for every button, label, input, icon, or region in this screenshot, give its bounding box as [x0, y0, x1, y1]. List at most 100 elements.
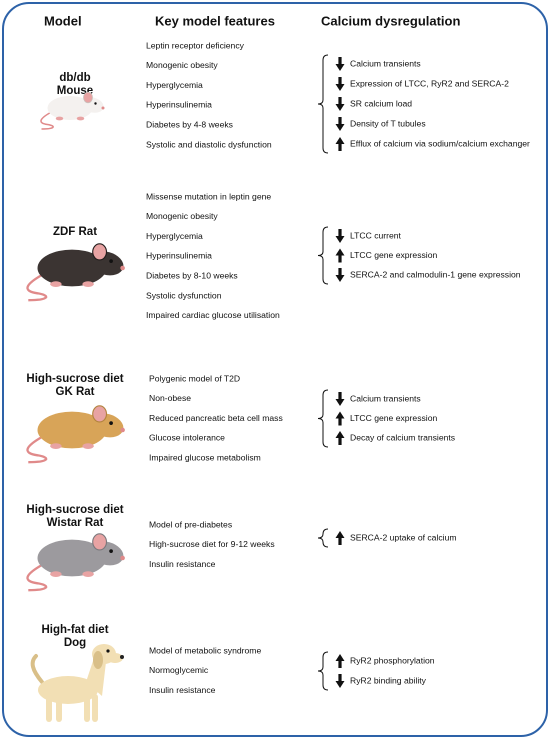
- calcium-change: Efflux of calcium via sodium/calcium exc…: [350, 138, 530, 148]
- animal-tail: [26, 563, 48, 592]
- brace: [317, 54, 329, 154]
- feature: Reduced pancreatic beta cell mass: [149, 413, 283, 423]
- animal-ear: [92, 405, 108, 423]
- feature: Polygenic model of T2D: [149, 373, 240, 383]
- feature: Hyperinsulinemia: [146, 251, 212, 261]
- calcium-change: RyR2 phosphorylation: [350, 655, 435, 665]
- animal-tail: [26, 273, 48, 302]
- animal-tail: [30, 654, 44, 684]
- feature: Missense mutation in leptin gene: [146, 191, 271, 201]
- brace: [317, 389, 329, 448]
- calcium-change: LTCC gene expression: [350, 413, 437, 423]
- calcium-change: SR calcium load: [350, 98, 412, 108]
- calcium-change: Calcium transients: [350, 393, 421, 403]
- animal-foot: [55, 116, 64, 121]
- arrow: [335, 268, 345, 282]
- animal-ear: [83, 91, 93, 104]
- arrow: [335, 654, 345, 668]
- animal-foot: [82, 571, 94, 577]
- feature: High-sucrose diet for 9-12 weeks: [149, 539, 275, 549]
- animal-nose: [120, 427, 125, 433]
- model-name: Mouse: [57, 85, 93, 97]
- animal-foot: [50, 281, 62, 287]
- header-calcium: Calcium dysregulation: [321, 13, 460, 28]
- animal-neck: [86, 658, 106, 696]
- animal-eye: [94, 102, 97, 105]
- arrow: [335, 674, 345, 688]
- calcium-change: LTCC current: [350, 230, 402, 240]
- animal-eye: [106, 649, 110, 653]
- arrow: [335, 431, 345, 445]
- feature: Insulin resistance: [149, 685, 216, 695]
- animal: [26, 243, 125, 302]
- feature: Impaired glucose metabolism: [149, 452, 261, 462]
- animal-foot: [76, 116, 85, 121]
- calcium-change: SERCA-2 uptake of calcium: [350, 532, 457, 542]
- feature: Normoglycemic: [149, 665, 209, 675]
- animal-eye: [109, 549, 113, 553]
- animal: [40, 91, 105, 130]
- animal-eye: [109, 421, 113, 425]
- animal-body: [37, 539, 107, 577]
- animal-nose: [120, 265, 125, 271]
- brace: [317, 651, 329, 691]
- brace: [317, 226, 329, 285]
- feature: Diabetes by 4-8 weeks: [146, 119, 233, 129]
- feature: Systolic and diastolic dysfunction: [146, 139, 272, 149]
- animal-snout: [107, 653, 123, 663]
- animal-foot: [82, 281, 94, 287]
- animal-body: [37, 249, 107, 287]
- feature: Leptin receptor deficiency: [146, 40, 245, 50]
- model-name: Dog: [64, 637, 86, 649]
- animal-tail: [26, 435, 48, 464]
- feature: Non-obese: [149, 393, 191, 403]
- calcium-change: LTCC gene expression: [350, 250, 437, 260]
- calcium-change: Density of T tubules: [350, 118, 426, 128]
- animal-nose: [120, 555, 125, 561]
- feature: Glucose intolerance: [149, 433, 225, 443]
- header-features: Key model features: [155, 13, 275, 28]
- animal-tail: [40, 111, 54, 130]
- feature: Hyperglycemia: [146, 80, 203, 90]
- feature: Hyperinsulinemia: [146, 100, 212, 110]
- arrow: [335, 531, 345, 545]
- arrow: [335, 411, 345, 426]
- feature: Systolic dysfunction: [146, 290, 222, 300]
- feature: Insulin resistance: [149, 559, 216, 569]
- arrow: [335, 137, 345, 151]
- feature: Monogenic obesity: [146, 60, 218, 70]
- animal-nose: [120, 655, 124, 659]
- model-name: ZDF Rat: [53, 226, 97, 238]
- animal-ear: [92, 243, 108, 261]
- animal-foot: [50, 443, 62, 449]
- calcium-change: Expression of LTCC, RyR2 and SERCA-2: [350, 78, 509, 88]
- animal-foot: [82, 443, 94, 449]
- animal: [26, 533, 125, 592]
- model-name: High-sucrose diet: [26, 504, 123, 516]
- animal: [30, 644, 124, 722]
- arrow: [335, 229, 345, 243]
- animal-foot: [50, 571, 62, 577]
- animal-eye: [109, 259, 113, 263]
- animal-nose: [101, 106, 105, 110]
- arrow: [335, 77, 345, 91]
- brace: [317, 528, 329, 548]
- animal-leg: [46, 694, 52, 722]
- calcium-change: SERCA-2 and calmodulin-1 gene expression: [350, 269, 521, 279]
- feature: Diabetes by 8-10 weeks: [146, 270, 238, 280]
- arrow: [335, 57, 345, 71]
- animal-ear: [93, 651, 103, 669]
- animal-leg: [84, 694, 90, 722]
- calcium-change: RyR2 binding ability: [350, 675, 427, 685]
- calcium-change: Calcium transients: [350, 58, 421, 68]
- animal-body: [47, 96, 93, 120]
- model-name: High-fat diet: [41, 624, 108, 636]
- calcium-change: Decay of calcium transients: [350, 432, 455, 442]
- feature: Model of pre-diabetes: [149, 519, 232, 529]
- animal-body: [38, 676, 98, 704]
- model-name: db/db: [59, 72, 90, 84]
- feature: Monogenic obesity: [146, 211, 218, 221]
